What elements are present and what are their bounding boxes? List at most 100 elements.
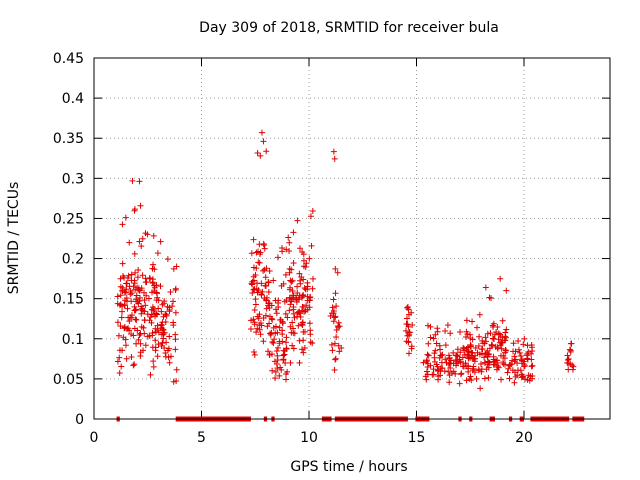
data-point <box>137 202 144 209</box>
data-point <box>136 178 143 185</box>
data-point <box>289 288 296 295</box>
data-point <box>285 234 292 241</box>
data-point <box>297 277 304 284</box>
data-point <box>502 337 509 344</box>
data-point <box>497 334 504 341</box>
data-point <box>250 286 257 293</box>
y-tick-label: 0.1 <box>62 332 84 348</box>
data-point <box>279 320 286 327</box>
data-point <box>405 306 412 313</box>
data-point <box>162 349 169 356</box>
data-point <box>299 319 306 326</box>
data-point <box>256 259 263 266</box>
data-point <box>475 342 482 349</box>
data-point <box>462 360 469 367</box>
data-point <box>567 347 574 354</box>
data-point <box>511 353 518 360</box>
data-point <box>432 347 439 354</box>
data-point <box>526 377 533 384</box>
data-point <box>301 308 308 315</box>
data-point <box>254 325 261 332</box>
data-point <box>335 342 342 349</box>
data-point <box>157 283 164 290</box>
data-point <box>283 339 290 346</box>
data-point <box>252 301 259 308</box>
data-point <box>131 206 138 213</box>
data-point <box>521 335 528 342</box>
data-point <box>277 364 284 371</box>
data-point <box>267 330 274 337</box>
data-point <box>301 328 308 335</box>
data-point <box>144 311 151 318</box>
data-point <box>294 283 301 290</box>
data-point <box>147 371 154 378</box>
data-point <box>494 323 501 330</box>
data-point <box>150 232 157 239</box>
data-point <box>126 327 133 334</box>
data-point <box>117 322 124 329</box>
data-point <box>307 339 314 346</box>
data-point <box>287 359 294 366</box>
data-point <box>145 295 152 302</box>
data-point <box>333 334 340 341</box>
data-point <box>131 250 138 257</box>
data-point <box>128 354 135 361</box>
data-point <box>251 351 258 358</box>
data-point <box>251 319 258 326</box>
data-point <box>299 248 306 255</box>
data-point <box>272 323 279 330</box>
data-point <box>121 301 128 308</box>
data-point <box>565 356 572 363</box>
data-point <box>436 354 443 361</box>
data-point <box>520 341 527 348</box>
data-point <box>260 267 267 274</box>
data-point <box>273 361 280 368</box>
data-point <box>427 334 434 341</box>
data-point <box>565 366 572 373</box>
data-point <box>124 275 131 282</box>
data-point <box>456 380 463 387</box>
data-point <box>134 274 141 281</box>
data-point <box>297 314 304 321</box>
data-point <box>132 316 139 323</box>
data-point <box>142 302 149 309</box>
data-point <box>490 361 497 368</box>
data-point <box>152 328 159 335</box>
data-point <box>308 242 315 249</box>
data-point <box>166 306 173 313</box>
data-point <box>332 290 339 297</box>
data-point <box>281 351 288 358</box>
data-point <box>266 267 273 274</box>
data-point <box>133 340 140 347</box>
data-point <box>329 347 336 354</box>
data-point <box>330 310 337 317</box>
data-point <box>247 326 254 333</box>
data-point <box>461 347 468 354</box>
data-point <box>132 269 139 276</box>
plot-frame <box>93 57 611 420</box>
data-point <box>131 361 138 368</box>
data-point <box>149 304 156 311</box>
data-point <box>149 344 156 351</box>
data-point <box>146 317 153 324</box>
data-point <box>442 356 449 363</box>
data-point <box>435 366 442 373</box>
data-point <box>445 352 452 359</box>
data-point <box>116 370 123 377</box>
data-point <box>334 269 341 276</box>
data-point <box>262 274 269 281</box>
data-point <box>290 229 297 236</box>
data-point <box>528 350 535 357</box>
data-point <box>294 217 301 224</box>
data-point <box>296 270 303 277</box>
data-point <box>304 297 311 304</box>
data-point <box>147 314 154 321</box>
data-point <box>170 298 177 305</box>
data-point <box>330 296 337 303</box>
x-tick-label: 15 <box>408 430 426 446</box>
data-point <box>521 363 528 370</box>
data-point <box>403 338 410 345</box>
data-point <box>505 365 512 372</box>
data-point <box>504 369 511 376</box>
data-point <box>249 290 256 297</box>
